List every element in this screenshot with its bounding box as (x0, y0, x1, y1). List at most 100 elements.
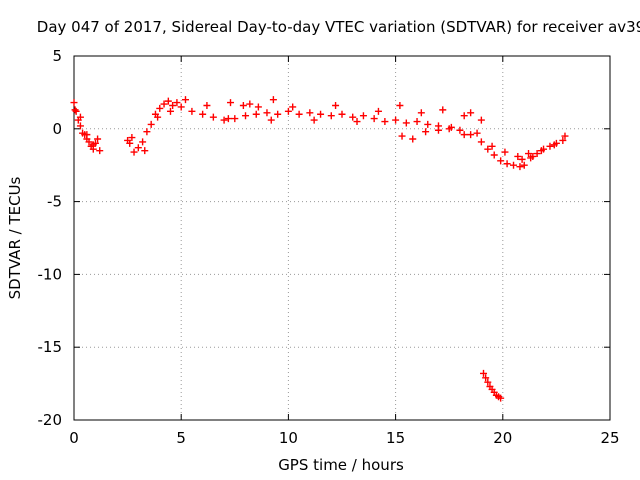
data-point (349, 113, 357, 121)
data-point (510, 161, 518, 169)
y-tick-label: 0 (52, 120, 62, 138)
data-point (96, 147, 104, 155)
data-point (295, 110, 303, 118)
data-point (561, 132, 569, 140)
data-point (284, 107, 292, 115)
data-point (317, 110, 325, 118)
data-point (254, 103, 262, 111)
data-point (477, 116, 485, 124)
data-point (71, 106, 79, 114)
y-tick-label: 5 (52, 47, 62, 65)
data-points (70, 96, 569, 402)
data-point (246, 100, 254, 108)
data-point (533, 150, 541, 158)
data-point (164, 97, 172, 105)
data-point (76, 122, 84, 130)
x-axis-label: GPS time / hours (278, 456, 404, 474)
axis-ticks (73, 55, 611, 421)
data-point (417, 109, 425, 117)
data-point (518, 155, 526, 163)
data-point (269, 96, 277, 104)
data-point (370, 115, 378, 123)
data-point (484, 378, 492, 386)
data-point (128, 134, 136, 142)
data-point (559, 136, 567, 144)
data-point (477, 138, 485, 146)
data-point (83, 131, 91, 139)
data-point (242, 112, 250, 120)
data-point (525, 150, 533, 158)
data-point (402, 119, 410, 127)
y-tick-label: -20 (38, 411, 63, 429)
data-point (203, 102, 211, 110)
x-tick-label: 10 (279, 429, 298, 447)
data-point (160, 100, 168, 108)
data-point (267, 116, 275, 124)
data-point (177, 103, 185, 111)
data-point (139, 138, 147, 146)
data-point (289, 103, 297, 111)
data-point (224, 115, 232, 123)
plot-frame (73, 55, 611, 421)
x-tick-label: 15 (386, 429, 405, 447)
gridlines (74, 56, 610, 420)
y-tick-label: -10 (38, 265, 63, 283)
data-point (338, 110, 346, 118)
data-point (141, 147, 149, 155)
data-point (497, 157, 505, 165)
data-point (209, 113, 217, 121)
data-point (156, 104, 164, 112)
data-point (89, 141, 97, 149)
data-point (263, 109, 271, 117)
data-point (392, 116, 400, 124)
data-point (497, 394, 505, 402)
data-point (332, 102, 340, 110)
data-point (520, 161, 528, 169)
y-tick-label: -5 (47, 193, 62, 211)
data-point (529, 152, 537, 160)
data-point (482, 374, 490, 382)
data-point (154, 113, 162, 121)
data-point (484, 145, 492, 153)
data-point (359, 112, 367, 120)
data-point (398, 132, 406, 140)
x-tick-label: 5 (176, 429, 186, 447)
data-point (447, 123, 455, 131)
data-point (460, 112, 468, 120)
y-tick-labels: 5 0 -5 -10 -15 -20 (38, 47, 63, 429)
data-point (199, 110, 207, 118)
data-point (306, 109, 314, 117)
data-point (550, 141, 558, 149)
data-point (514, 152, 522, 160)
data-point (181, 96, 189, 104)
data-point (143, 128, 151, 136)
data-point (546, 142, 554, 150)
data-point (490, 151, 498, 159)
data-point (231, 115, 239, 123)
data-point (274, 110, 282, 118)
data-point (396, 102, 404, 110)
data-point (94, 135, 102, 143)
data-point (72, 107, 80, 115)
data-point (169, 102, 177, 110)
data-point (147, 120, 155, 128)
data-point (126, 139, 134, 147)
x-tick-label: 20 (493, 429, 512, 447)
data-point (439, 106, 447, 114)
data-point (460, 131, 468, 139)
data-point (503, 160, 511, 168)
data-point (501, 148, 509, 156)
data-point (381, 118, 389, 126)
y-tick-label: -15 (38, 338, 63, 356)
data-point (473, 129, 481, 137)
data-point (134, 144, 142, 152)
data-point (516, 163, 524, 171)
data-point (374, 107, 382, 115)
x-tick-label: 0 (69, 429, 79, 447)
data-point (166, 107, 174, 115)
data-point (434, 126, 442, 134)
data-point (70, 99, 78, 107)
data-point (467, 109, 475, 117)
data-point (480, 369, 488, 377)
